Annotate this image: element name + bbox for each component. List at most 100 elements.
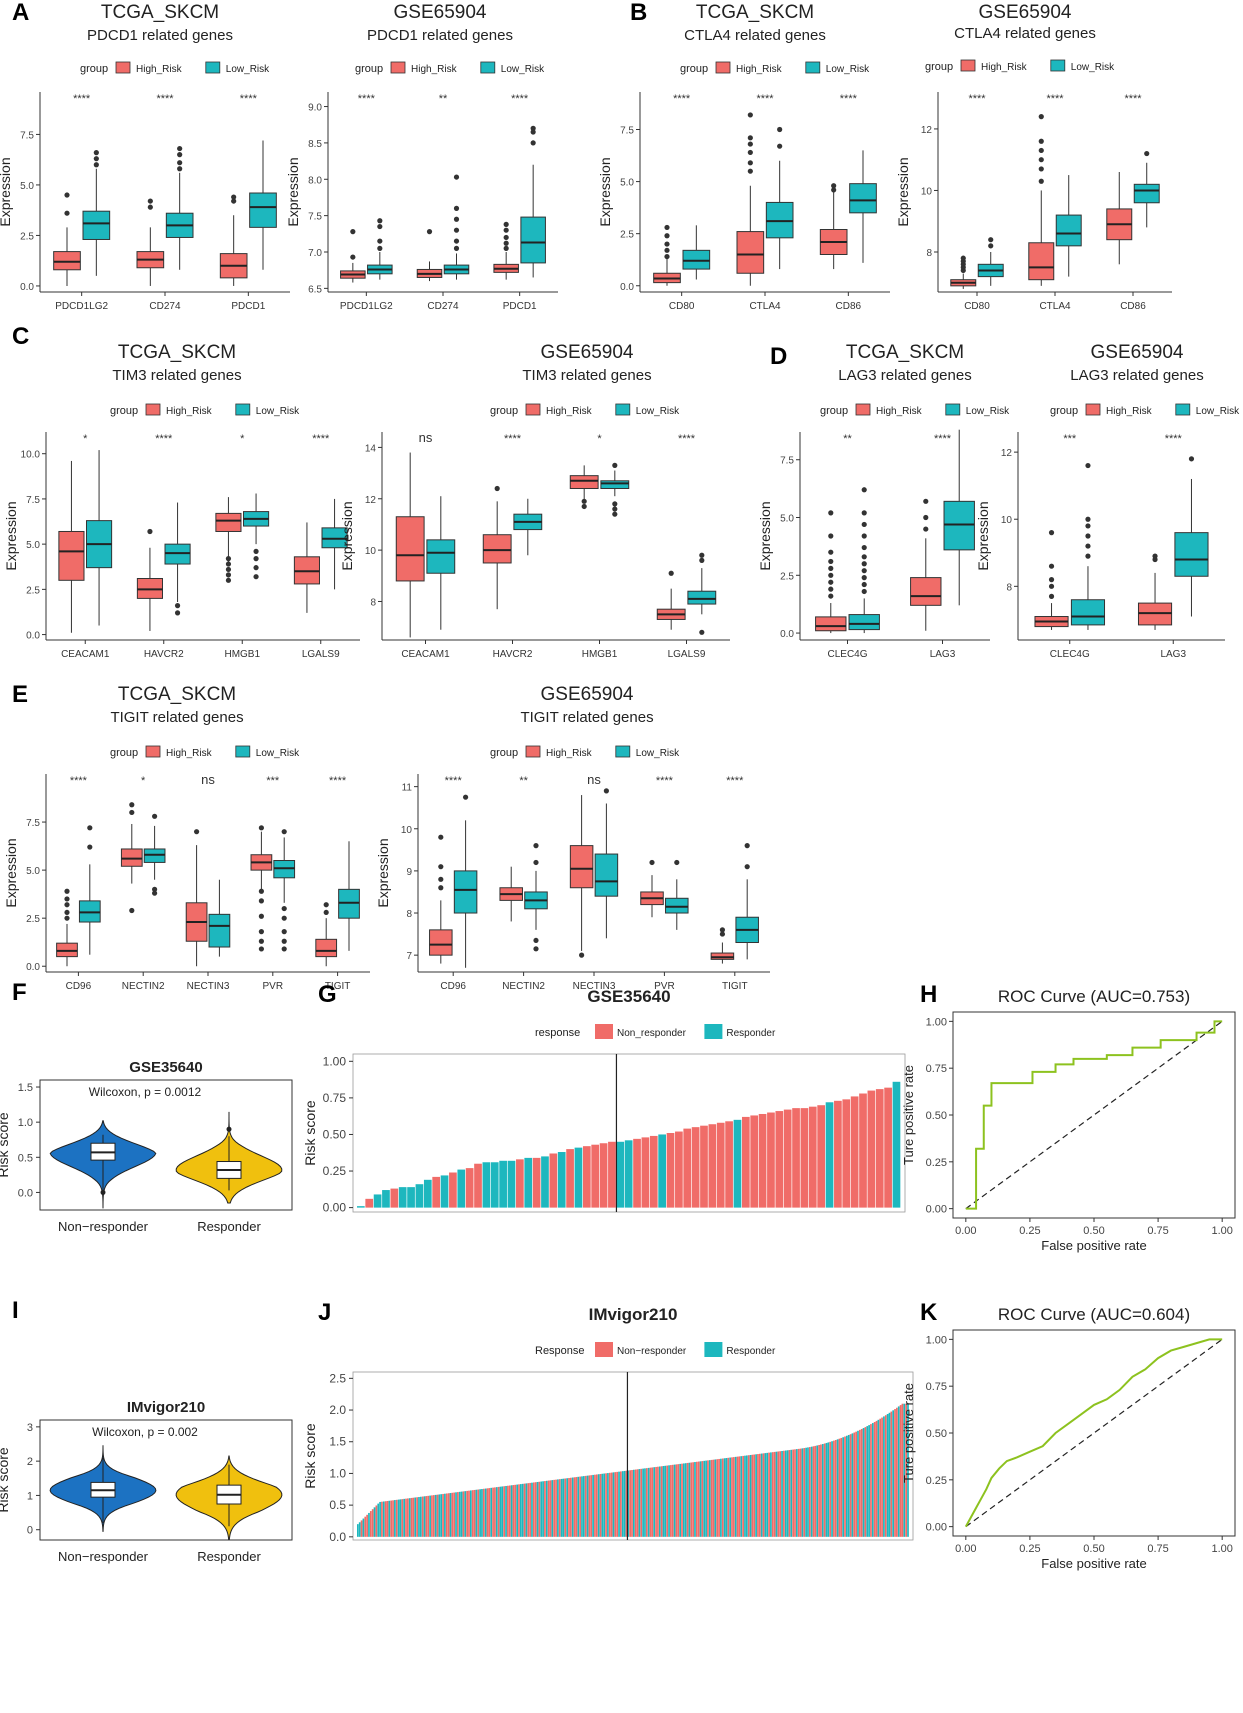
waterfall-bar [836,1439,839,1537]
y-tick-label: 7.5 [26,495,40,506]
y-axis-label: Expression [975,501,991,570]
waterfall-bar [849,1434,852,1537]
waterfall-bar [453,1492,456,1537]
waterfall-bar [853,1432,856,1537]
x-tick-label: PVR [263,981,284,992]
waterfall-bar [825,1442,828,1537]
y-tick-label: 0.25 [323,1164,347,1178]
waterfall-bar [691,1127,700,1208]
waterfall-bar [883,1416,885,1537]
x-tick-label: CD274 [149,301,181,312]
waterfall-bar [866,1426,869,1537]
outlier-point [231,198,237,204]
significance-label: **** [934,433,952,445]
box-high-TIGIT [710,952,735,960]
waterfall-bar [641,1137,650,1208]
outlier-point [1085,553,1091,559]
outlier-point [226,1126,232,1132]
y-axis-label: Expression [3,501,19,570]
outlier-point [225,566,232,573]
waterfall-bar [803,1448,806,1537]
y-tick-label: 10 [401,825,413,836]
box-low-PDCD1 [520,216,546,264]
outlier-point [612,462,618,468]
waterfall-bar [481,1489,483,1537]
waterfall-bar [557,1152,566,1208]
outlier-point [747,168,753,174]
y-tick-label: 0.5 [18,1152,33,1164]
legend-label: Low_Risk [256,406,300,417]
waterfall-bar [536,1481,539,1537]
waterfall-bar [758,1453,761,1537]
outlier-point [828,533,834,539]
box-chart-7: GSE65904 LAG3 related genes group High_Risk… [975,342,1240,660]
y-tick-label: 0.0 [329,1530,346,1544]
box-chart-1: GSE65904 PDCD1 related genes group High_Ris… [285,2,558,312]
outlier-point [1085,523,1091,529]
waterfall-bar [403,1498,406,1537]
waterfall-bar [401,1499,404,1537]
y-tick-label: 0.00 [323,1201,347,1215]
waterfall-bar [577,1476,580,1537]
legend-label: High_Risk [981,62,1028,73]
outlier-point [193,829,200,835]
waterfall-bar [532,1157,541,1208]
waterfall-bar [783,1450,785,1537]
x-tick-label: HAVCR2 [493,649,533,660]
y-tick-label: 9 [406,867,412,878]
panel-label: E [12,681,28,708]
wilcoxon-annotation: Wilcoxon, p = 0.0012 [89,1085,202,1099]
outlier-point [530,125,536,131]
panel-label: D [770,343,787,370]
chart-subtitle: CTLA4 related genes [954,25,1096,42]
waterfall-bar [677,1464,680,1537]
waterfall-bar [418,1497,420,1537]
outlier-point [1048,563,1055,569]
outlier-point [258,825,264,831]
y-tick-label: 5.0 [780,514,794,525]
outlier-point [129,907,135,914]
box-chart-9: GSE65904 TIGIT related genes group High_Ris… [375,684,770,992]
waterfall-bar [700,1125,708,1208]
legend-swatch-low [615,745,631,758]
waterfall-bar [484,1488,487,1537]
waterfall-bar [465,1168,474,1208]
waterfall-bar [490,1162,499,1208]
outlier-point [719,927,726,933]
outlier-point [1038,178,1044,184]
outlier-point [1038,157,1044,163]
waterfall-bar [892,1081,901,1208]
legend-swatch-low [805,61,821,74]
waterfall-bar [864,1427,867,1537]
waterfall-bar [831,1441,833,1537]
x-tick-label: 0.75 [1147,1543,1168,1555]
outlier-point [828,586,834,592]
waterfall-bar [494,1487,496,1537]
waterfall-bar [629,1470,631,1537]
waterfall-bar [570,1477,572,1537]
waterfall-bar [386,1500,389,1537]
waterfall-bar [627,1470,630,1537]
waterfall-bar [599,1143,608,1208]
waterfall-bar [497,1486,500,1537]
y-tick-label: 8.0 [308,175,322,186]
waterfall-bar [574,1147,583,1208]
x-tick-label: Non−responder [58,1549,149,1564]
waterfall-bar [408,1498,411,1537]
outlier-point [438,876,444,882]
waterfall-bar [666,1133,675,1208]
waterfall-bar [592,1474,594,1537]
waterfall-bar [747,1455,750,1537]
waterfall-bar [447,1493,450,1537]
waterfall-bar [834,1439,837,1537]
legend-swatch-high [1085,403,1101,416]
box-low-NECTIN3 [594,853,619,897]
waterfall-bar [840,1437,843,1537]
outlier-point [1188,456,1195,462]
waterfall-bar [645,1468,648,1537]
waterfall-bar [640,1468,643,1537]
waterfall-bar [429,1495,431,1537]
y-tick-label: 1.0 [329,1466,346,1480]
waterfall-bar [723,1458,726,1537]
significance-label: **** [840,93,858,105]
